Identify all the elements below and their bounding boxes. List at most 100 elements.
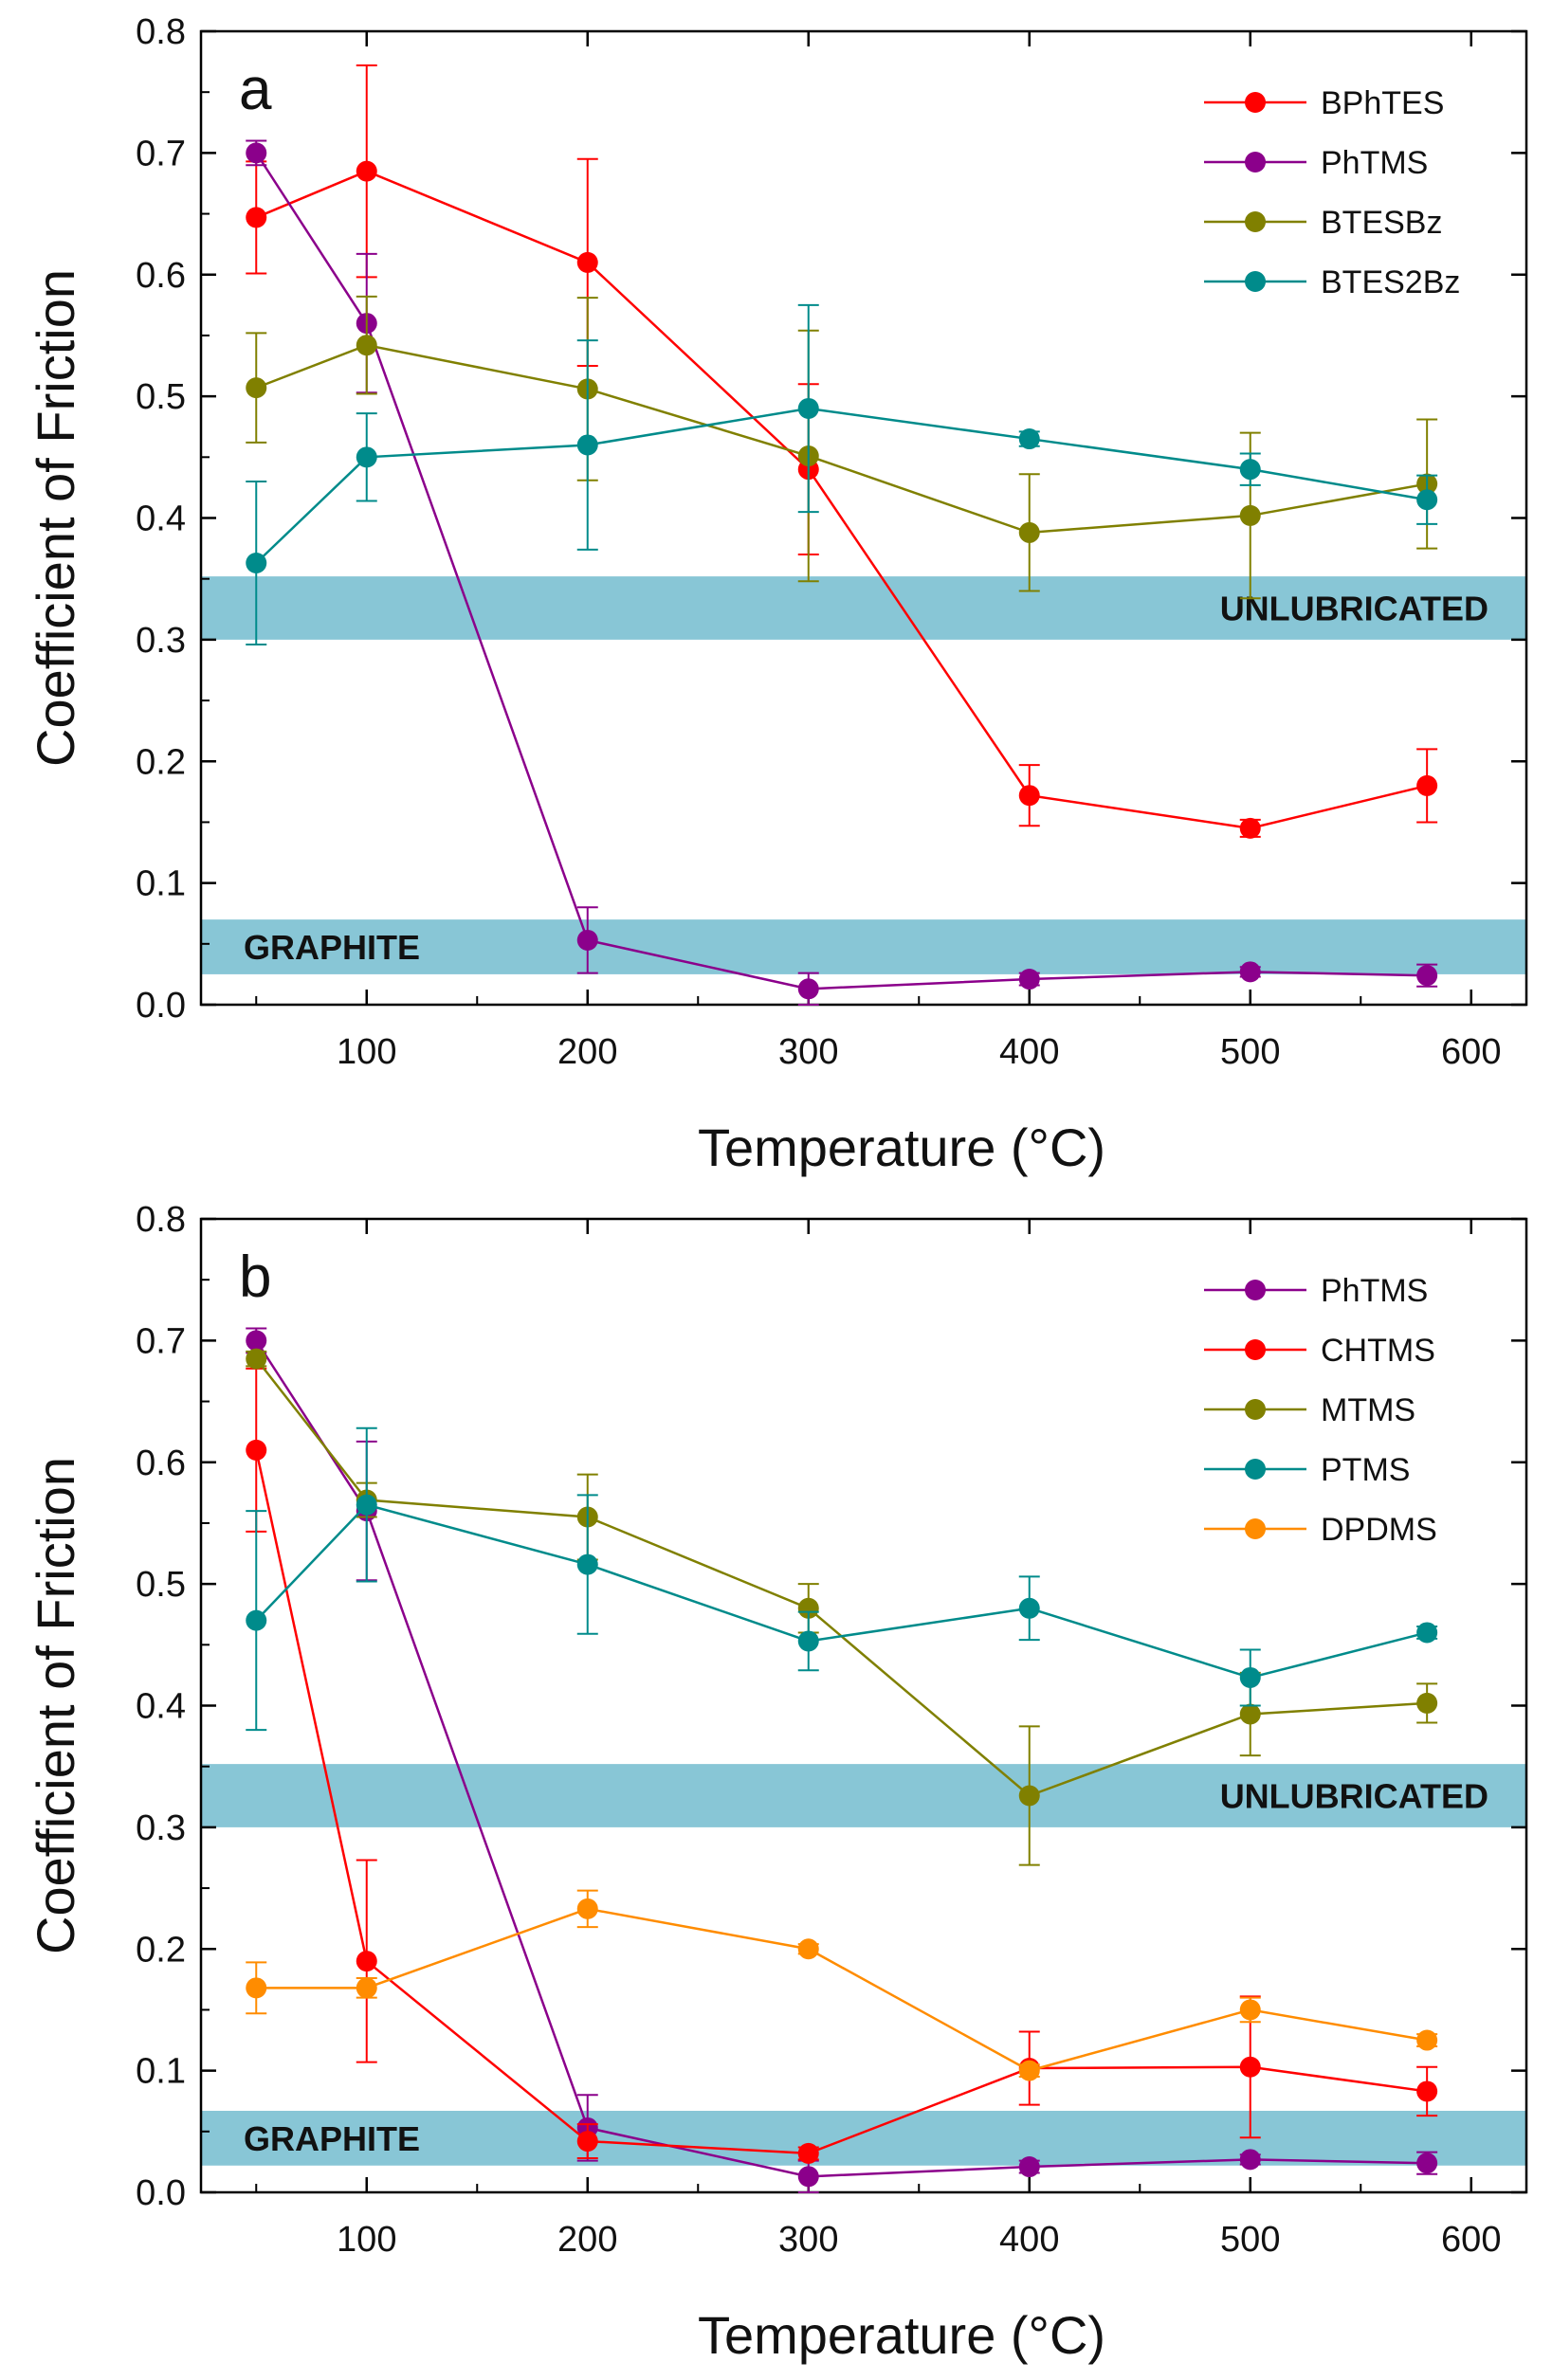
chart-a-data-point-phtms [576, 929, 598, 951]
chart-a-band-label-graphite: GRAPHITE [244, 928, 420, 967]
chart-a-legend-marker-bphtes [1245, 92, 1266, 113]
chart-b-band-unlubricated [201, 1764, 1526, 1827]
chart-b-x-tick-label: 400 [999, 2220, 1059, 2260]
chart-b-svg: UNLUBRICATED GRAPHITE 0.0 0.1 0.2 0.3 0.4 0.5 0.… [26, 1200, 1528, 2365]
chart-b-series-line-dpdms [256, 1907, 1428, 2072]
chart-a-data-point-btes2bz [246, 552, 267, 573]
chart-a-data-point-bphtes [1018, 785, 1040, 807]
chart-a-data-point-phtms [246, 142, 267, 164]
chart-a-data-point-btesbz [1239, 504, 1261, 526]
chart-a-data-point-phtms [1239, 961, 1261, 983]
chart-a-data-point-btesbz [356, 335, 377, 356]
chart-a-y-tick-label: 0.0 [136, 986, 186, 1026]
chart-b-data-point-phtms [1018, 2156, 1040, 2178]
chart-b-y-tick-label: 0.4 [136, 1687, 186, 1727]
chart-a-data-point-btes2bz [1416, 489, 1438, 511]
chart-b-series-ptms [246, 1426, 1438, 1732]
chart-a-data-point-btes2bz [797, 397, 819, 419]
chart-a-x-tick-label: 100 [337, 1032, 396, 1072]
chart-a-data-point-bphtes [1239, 817, 1261, 839]
chart-a-series-phtms [246, 139, 1438, 1006]
chart-b-data-point-ptms [1018, 1597, 1040, 1619]
chart-b-x-tick-label: 200 [557, 2220, 617, 2260]
chart-a-x-tick-label: 600 [1441, 1032, 1501, 1072]
chart-b-data-point-ptms [356, 1494, 377, 1516]
chart-b-data-point-dpdms [1239, 1999, 1261, 2021]
chart-b-data-point-chtms [246, 1439, 267, 1461]
chart-a-band-label-unlubricated: UNLUBRICATED [1220, 589, 1488, 627]
chart-a-y-tick-label: 0.8 [136, 12, 186, 52]
chart-a-legend: BPhTES PhTMS BTESBz BTES2Bz [1204, 85, 1460, 300]
chart-b-data-point-ptms [1239, 1666, 1261, 1688]
chart-b-data-point-chtms [576, 2131, 598, 2153]
chart-a-y-tick-label: 0.5 [136, 377, 186, 417]
chart-a-data-point-btesbz [246, 377, 267, 399]
chart-b-data-point-phtms [246, 1330, 267, 1352]
chart-b-x-tick-label: 500 [1220, 2220, 1280, 2260]
chart-a-data-point-bphtes [356, 160, 377, 182]
chart-a-legend-marker-btes2bz [1245, 271, 1266, 292]
chart-a-legend-label-phtms: PhTMS [1321, 145, 1428, 181]
chart-a-panel-letter: a [239, 57, 272, 122]
chart-a-x-tick-label: 300 [778, 1032, 838, 1072]
chart-a-band-unlubricated [201, 576, 1526, 640]
chart-a-x-tick-label: 400 [999, 1032, 1059, 1072]
chart-a-series-line-bphtes [255, 170, 1428, 830]
chart-a-x-axis-title: Temperature (°C) [698, 1117, 1105, 1177]
chart-b-data-point-phtms [797, 2166, 819, 2188]
chart-b-data-point-dpdms [246, 1977, 267, 1999]
chart-a-y-tick-label: 0.2 [136, 742, 186, 782]
chart-b-y-tick-label: 0.6 [136, 1444, 186, 1483]
chart-b-data-point-ptms [797, 1630, 819, 1652]
chart-a-y-tick-label: 0.6 [136, 256, 186, 296]
chart-b-data-point-mtms [246, 1348, 267, 1370]
chart-a-svg: UNLUBRICATED GRAPHITE 0.0 0.1 0.2 0.3 0.4 0.5 0.… [26, 12, 1528, 1177]
chart-b-y-tick-label: 0.3 [136, 1808, 186, 1848]
chart-a-x-tick-label: 200 [557, 1032, 617, 1072]
chart-b-data-point-mtms [1018, 1785, 1040, 1807]
chart-b-x-axis-title: Temperature (°C) [698, 2305, 1105, 2365]
chart-b-data-point-mtms [1416, 1692, 1438, 1714]
chart-b-legend-label-ptms: PTMS [1321, 1452, 1410, 1488]
chart-b-data-point-chtms [797, 2142, 819, 2164]
chart-a-series-bphtes [246, 64, 1438, 839]
chart-panel-a: UNLUBRICATED GRAPHITE 0.0 0.1 0.2 0.3 0.4 0.5 0.… [0, 0, 1552, 1188]
chart-b-panel-letter: b [239, 1245, 271, 1310]
chart-a-data-point-phtms [1018, 969, 1040, 990]
chart-a-y-tick-label: 0.3 [136, 621, 186, 661]
chart-b-legend-marker-phtms [1245, 1280, 1266, 1300]
chart-a-y-tick-label: 0.7 [136, 134, 186, 173]
chart-a-legend-label-bphtes: BPhTES [1321, 85, 1444, 121]
chart-b-band-label-graphite: GRAPHITE [244, 2119, 420, 2158]
chart-b-x-tick-label: 300 [778, 2220, 838, 2260]
chart-b-x-tick-label: 100 [337, 2220, 396, 2260]
chart-b-data-point-dpdms [576, 1898, 598, 1919]
chart-a-legend-label-btesbz: BTESBz [1321, 205, 1442, 241]
chart-a-y-tick-label: 0.4 [136, 500, 186, 539]
chart-b-y-tick-label: 0.5 [136, 1565, 186, 1605]
chart-a-series-btes2bz [246, 303, 1438, 646]
chart-b-series-line-mtms [255, 1357, 1428, 1797]
chart-a-data-point-phtms [797, 978, 819, 1000]
chart-b-legend: PhTMS CHTMS MTMS PTMS DPDMS [1204, 1273, 1437, 1548]
chart-b-data-point-mtms [1239, 1703, 1261, 1725]
chart-b-x-tick-label: 600 [1441, 2220, 1501, 2260]
chart-b-legend-marker-dpdms [1245, 1518, 1266, 1539]
chart-a-legend-marker-phtms [1245, 152, 1266, 173]
chart-a-data-point-btes2bz [1018, 428, 1040, 450]
chart-a-legend-marker-btesbz [1245, 211, 1266, 232]
chart-b-y-axis-title: Coefficient of Friction [26, 1457, 85, 1954]
chart-a-series-btesbz [246, 295, 1438, 600]
chart-a-data-point-btes2bz [576, 434, 598, 456]
chart-b-y-tick-label: 0.2 [136, 1930, 186, 1970]
chart-b-data-point-ptms [576, 1553, 598, 1575]
chart-a-data-point-bphtes [576, 251, 598, 273]
chart-b-data-point-ptms [1416, 1622, 1438, 1644]
chart-b-legend-marker-ptms [1245, 1459, 1266, 1480]
chart-b-data-point-chtms [1239, 2056, 1261, 2078]
chart-b-legend-marker-chtms [1245, 1339, 1266, 1360]
chart-b-band-label-unlubricated: UNLUBRICATED [1220, 1776, 1488, 1815]
chart-b-data-point-chtms [1416, 2080, 1438, 2102]
chart-a-y-tick-label: 0.1 [136, 864, 186, 904]
chart-b-legend-label-mtms: MTMS [1321, 1392, 1415, 1428]
